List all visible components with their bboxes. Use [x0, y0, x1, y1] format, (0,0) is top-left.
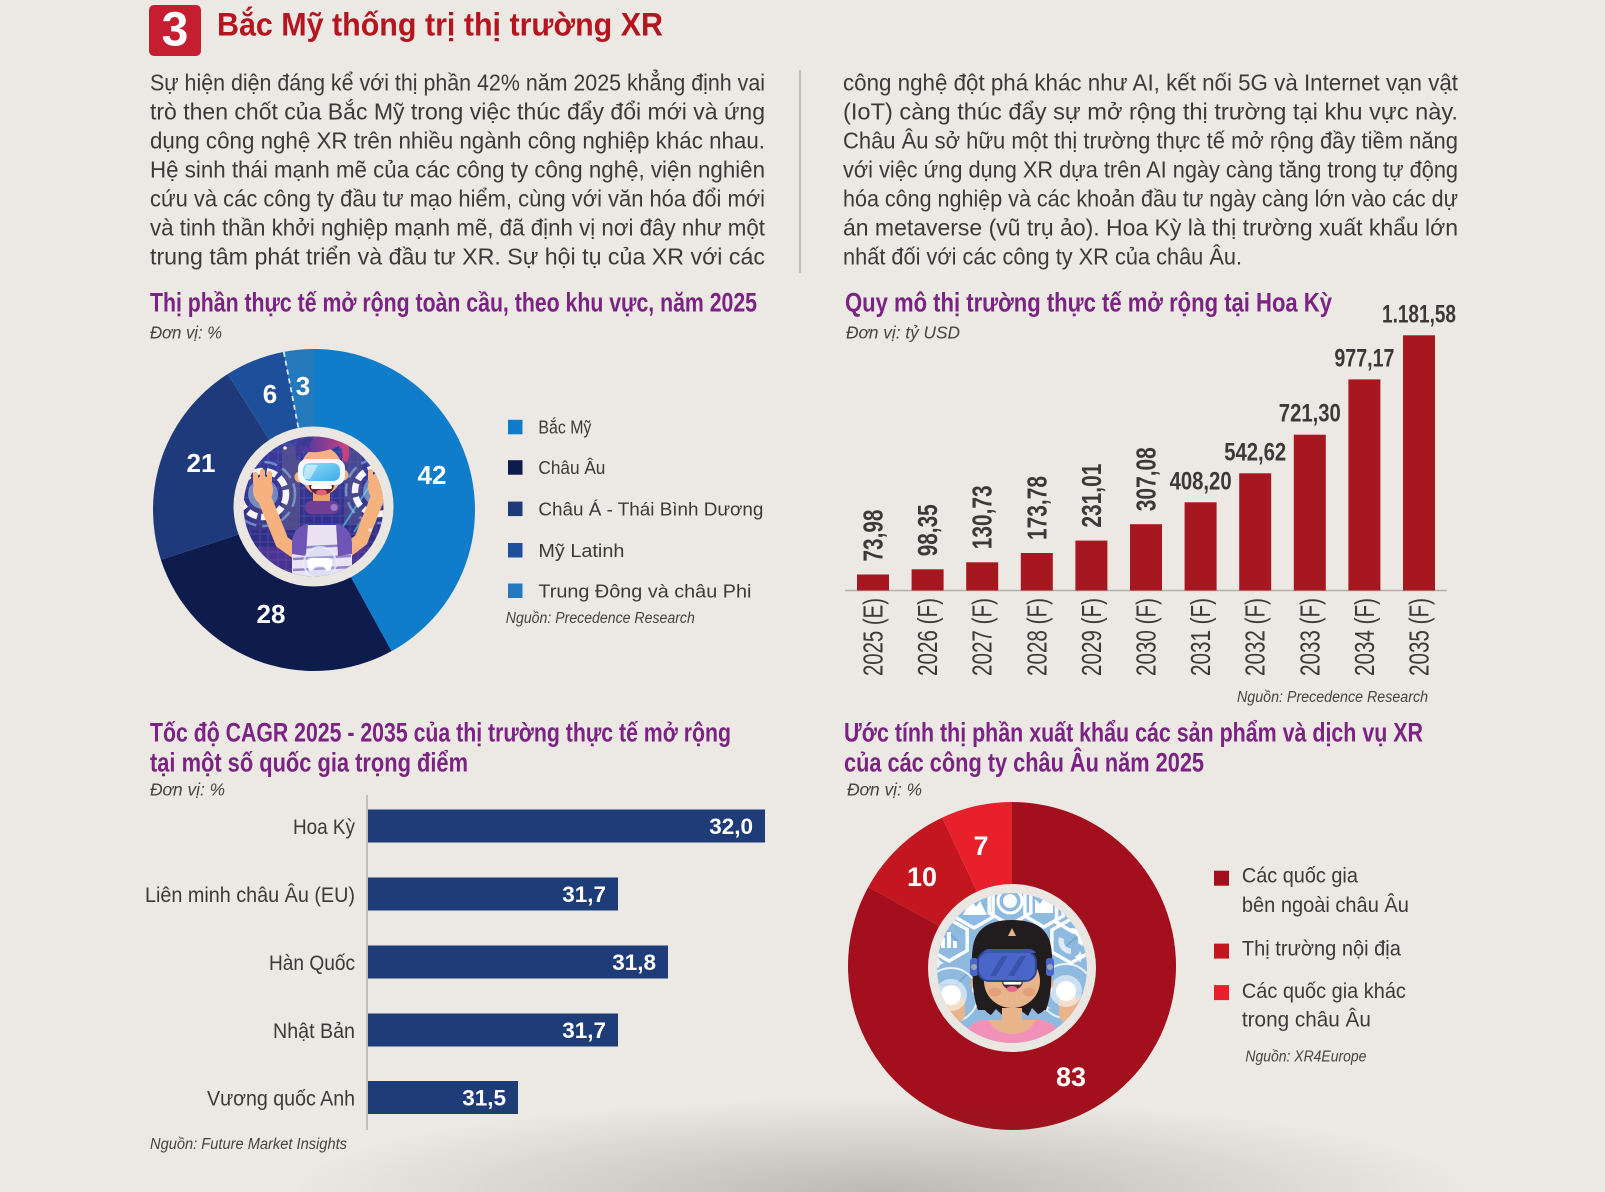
- svg-text:Châu Á - Thái Bình Dương: Châu Á - Thái Bình Dương: [538, 498, 763, 519]
- svg-text:Vương quốc Anh: Vương quốc Anh: [207, 1087, 355, 1111]
- svg-text:2027 (F): 2027 (F): [967, 598, 998, 676]
- svg-text:Các quốc gia khác: Các quốc gia khác: [1242, 979, 1406, 1003]
- svg-text:408,20: 408,20: [1170, 467, 1232, 495]
- svg-text:Hệ sinh thái mạnh mẽ của các c: Hệ sinh thái mạnh mẽ của các công ty côn…: [150, 157, 765, 183]
- svg-text:2033 (F): 2033 (F): [1294, 598, 1325, 676]
- svg-text:173,78: 173,78: [1021, 476, 1052, 540]
- svg-text:Ước tính thị phần xuất khẩu cá: Ước tính thị phần xuất khẩu các sản phẩm…: [844, 718, 1423, 748]
- svg-text:307,08: 307,08: [1131, 447, 1162, 511]
- svg-text:(IoT) càng thúc đẩy sự mở rộng: (IoT) càng thúc đẩy sự mở rộng thị trườn…: [843, 99, 1458, 125]
- svg-text:với việc ứng dụng XR dựa trên: với việc ứng dụng XR dựa trên AI ngày cà…: [843, 157, 1458, 183]
- svg-text:Trung Đông và châu Phi: Trung Đông và châu Phi: [538, 580, 751, 601]
- svg-text:31,7: 31,7: [562, 1018, 606, 1043]
- svg-text:31,5: 31,5: [462, 1085, 506, 1110]
- svg-text:Quy mô thị trường thực tế mở r: Quy mô thị trường thực tế mở rộng tại Ho…: [845, 288, 1332, 318]
- svg-text:Bắc Mỹ: Bắc Mỹ: [538, 417, 592, 438]
- svg-text:2035 (F): 2035 (F): [1404, 598, 1435, 676]
- svg-text:Thị phần thực tế mở rộng toàn: Thị phần thực tế mở rộng toàn cầu, theo …: [150, 288, 757, 318]
- svg-text:2034 (F): 2034 (F): [1349, 598, 1380, 676]
- svg-text:bên ngoài châu Âu: bên ngoài châu Âu: [1242, 892, 1409, 917]
- svg-text:3: 3: [162, 4, 189, 57]
- svg-text:Sự hiện diện đáng kể với thị p: Sự hiện diện đáng kể với thị phần 42% nă…: [150, 68, 765, 96]
- svg-text:3: 3: [296, 371, 310, 401]
- svg-text:Nguồn: Precedence Research: Nguồn: Precedence Research: [506, 610, 695, 627]
- svg-text:42: 42: [418, 460, 447, 490]
- svg-text:Hàn Quốc: Hàn Quốc: [269, 951, 355, 975]
- svg-text:Bắc Mỹ thống trị thị trường XR: Bắc Mỹ thống trị thị trường XR: [217, 7, 663, 43]
- svg-text:của các công ty châu Âu năm 20: của các công ty châu Âu năm 2025: [844, 747, 1204, 778]
- svg-text:542,62: 542,62: [1224, 438, 1286, 466]
- svg-text:Châu Âu: Châu Âu: [538, 457, 605, 478]
- svg-text:Nguồn: Precedence Research: Nguồn: Precedence Research: [1237, 689, 1428, 706]
- svg-text:Mỹ Latinh: Mỹ Latinh: [538, 540, 624, 561]
- svg-text:trung tâm phát triển và đầu tư: trung tâm phát triển và đầu tư XR. Sự hộ…: [150, 244, 765, 270]
- svg-text:98,35: 98,35: [912, 504, 943, 556]
- svg-text:721,30: 721,30: [1279, 400, 1341, 428]
- svg-text:Đơn vị: %: Đơn vị: %: [150, 322, 222, 342]
- svg-text:31,8: 31,8: [612, 950, 656, 975]
- svg-text:trong châu Âu: trong châu Âu: [1242, 1007, 1371, 1032]
- svg-text:tại một số quốc gia trọng điểm: tại một số quốc gia trọng điểm: [150, 748, 468, 778]
- svg-text:Các quốc gia: Các quốc gia: [1242, 864, 1358, 888]
- svg-text:6: 6: [263, 379, 277, 409]
- svg-text:Nguồn: XR4Europe: Nguồn: XR4Europe: [1245, 1049, 1366, 1066]
- svg-text:trò then chốt của Bắc Mỹ trong: trò then chốt của Bắc Mỹ trong việc thúc…: [150, 99, 765, 125]
- svg-text:2026 (F): 2026 (F): [912, 598, 943, 676]
- svg-text:73,98: 73,98: [858, 510, 889, 562]
- svg-text:Thị trường nội địa: Thị trường nội địa: [1242, 937, 1401, 961]
- svg-text:2032 (F): 2032 (F): [1240, 598, 1271, 676]
- svg-text:83: 83: [1056, 1062, 1086, 1092]
- svg-text:Tốc độ CAGR 2025 - 2035 của th: Tốc độ CAGR 2025 - 2035 của thị trường t…: [150, 718, 731, 748]
- svg-text:án metaverse (vũ trụ ảo). Hoa: án metaverse (vũ trụ ảo). Hoa Kỳ là thị …: [843, 215, 1458, 241]
- svg-text:dụng công nghệ XR trên nhiều n: dụng công nghệ XR trên nhiều ngành công …: [150, 128, 765, 154]
- svg-text:2025 (E): 2025 (E): [858, 598, 889, 676]
- svg-text:2031 (F): 2031 (F): [1185, 598, 1216, 676]
- svg-text:21: 21: [187, 448, 216, 478]
- svg-text:31,7: 31,7: [562, 882, 606, 907]
- svg-text:Đơn vị: %: Đơn vị: %: [150, 780, 225, 800]
- svg-text:2029 (F): 2029 (F): [1076, 598, 1107, 676]
- svg-text:Nguồn: Future Market Insights: Nguồn: Future Market Insights: [150, 1136, 347, 1153]
- svg-text:Hoa Kỳ: Hoa Kỳ: [293, 815, 355, 839]
- svg-text:32,0: 32,0: [709, 814, 753, 839]
- svg-text:28: 28: [257, 599, 286, 629]
- svg-text:231,01: 231,01: [1076, 464, 1107, 528]
- svg-text:2030 (F): 2030 (F): [1131, 598, 1162, 676]
- svg-text:Đơn vị: %: Đơn vị: %: [847, 780, 922, 800]
- svg-text:cứu và các công ty đầu tư mạo: cứu và các công ty đầu tư mạo hiểm, cùng…: [150, 186, 765, 212]
- svg-text:7: 7: [973, 831, 988, 861]
- svg-text:Nhật Bản: Nhật Bản: [273, 1019, 355, 1043]
- svg-text:2028 (F): 2028 (F): [1021, 598, 1052, 676]
- svg-text:Châu Âu sở hữu một thị trường: Châu Âu sở hữu một thị trường thực tế mở…: [843, 128, 1458, 154]
- svg-text:nhất đối với các công ty XR củ: nhất đối với các công ty XR của châu Âu.: [843, 244, 1242, 270]
- svg-text:và tinh thần khởi nghiệp mạnh: và tinh thần khởi nghiệp mạnh mẽ, đã địn…: [150, 215, 766, 241]
- svg-text:Liên minh châu Âu (EU): Liên minh châu Âu (EU): [145, 882, 355, 907]
- svg-text:Đơn vị: tỷ USD: Đơn vị: tỷ USD: [846, 322, 960, 342]
- svg-text:1.181,58: 1.181,58: [1382, 300, 1456, 328]
- svg-text:130,73: 130,73: [967, 485, 998, 549]
- svg-text:công nghệ đột phá khác như AI,: công nghệ đột phá khác như AI, kết nối 5…: [843, 70, 1459, 96]
- svg-text:hóa công nghiệp và các khoản đ: hóa công nghiệp và các khoản đầu tư ngày…: [843, 186, 1458, 212]
- svg-text:10: 10: [907, 862, 937, 892]
- svg-text:977,17: 977,17: [1334, 344, 1394, 372]
